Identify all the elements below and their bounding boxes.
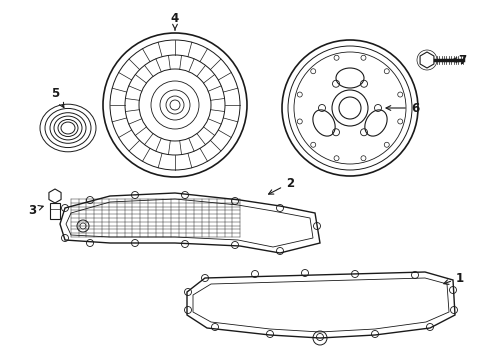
Text: 6: 6 bbox=[385, 102, 418, 114]
Text: 1: 1 bbox=[443, 271, 463, 284]
Text: 5: 5 bbox=[51, 86, 64, 108]
Bar bbox=[50, 203, 60, 219]
Text: 7: 7 bbox=[451, 54, 465, 67]
Text: 4: 4 bbox=[170, 12, 179, 30]
Text: 2: 2 bbox=[268, 176, 293, 194]
Text: 3: 3 bbox=[28, 203, 43, 216]
